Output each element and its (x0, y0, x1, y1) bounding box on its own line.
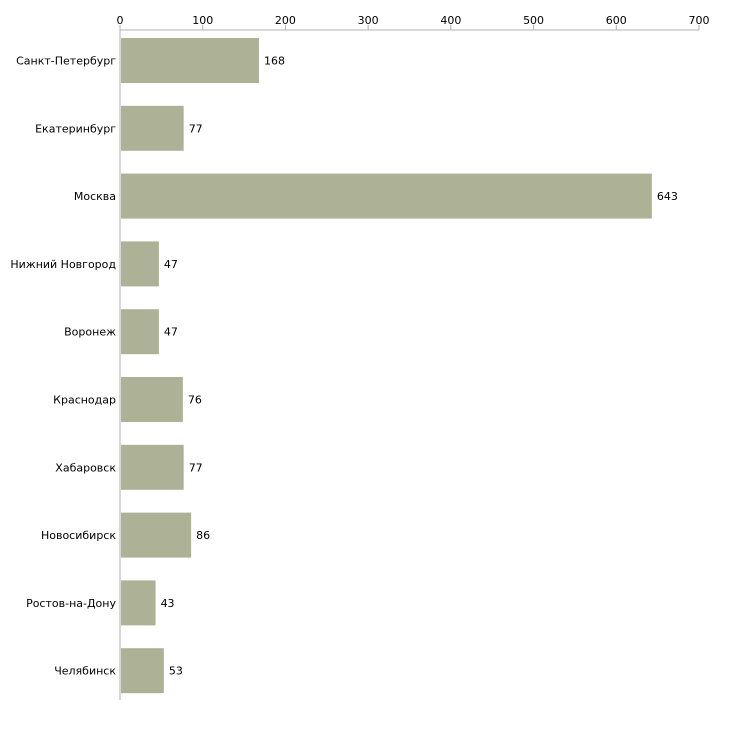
category-label: Хабаровск (55, 461, 116, 474)
bar (121, 444, 184, 490)
bar (121, 173, 652, 219)
bar-value-labels: 168 77 643 47 47 76 77 86 43 53 (161, 55, 678, 678)
bar-value-label: 53 (169, 665, 183, 678)
bar-value-label: 77 (189, 461, 203, 474)
x-axis-ticks: 0 100 200 300 400 500 600 700 (117, 14, 710, 30)
bar (121, 105, 184, 151)
bar-value-label: 643 (657, 190, 678, 203)
bar-value-label: 77 (189, 122, 203, 135)
bar-value-label: 43 (161, 597, 175, 610)
x-tick-label: 500 (523, 14, 544, 27)
category-label: Санкт-Петербург (16, 55, 116, 68)
category-label: Москва (74, 190, 116, 203)
x-tick-label: 400 (440, 14, 461, 27)
bar (121, 377, 183, 422)
bar (121, 241, 159, 287)
bar-value-label: 168 (264, 55, 285, 68)
bar-series (121, 38, 652, 694)
category-labels: Санкт-Петербург Екатеринбург Москва Нижний … (10, 55, 116, 678)
x-tick-label: 700 (689, 14, 710, 27)
bar-value-label: 47 (164, 258, 178, 271)
x-tick-label: 0 (117, 14, 124, 27)
bar (121, 512, 192, 558)
category-label: Екатеринбург (35, 122, 116, 135)
category-label: Нижний Новгород (10, 258, 116, 271)
category-label: Краснодар (53, 394, 116, 407)
bar (121, 38, 259, 83)
x-tick-label: 200 (275, 14, 296, 27)
category-label: Челябинск (54, 665, 116, 678)
bar (121, 580, 156, 626)
category-label: Новосибирск (41, 529, 116, 542)
category-label: Ростов-на-Дону (26, 597, 116, 610)
bar-value-label: 47 (164, 326, 178, 339)
category-label: Воронеж (64, 326, 116, 339)
bar (121, 309, 159, 355)
bar (121, 648, 164, 694)
x-tick-label: 600 (606, 14, 627, 27)
bar-value-label: 76 (188, 394, 202, 407)
x-tick-label: 300 (358, 14, 379, 27)
bar-value-label: 86 (196, 529, 210, 542)
x-tick-label: 100 (192, 14, 213, 27)
